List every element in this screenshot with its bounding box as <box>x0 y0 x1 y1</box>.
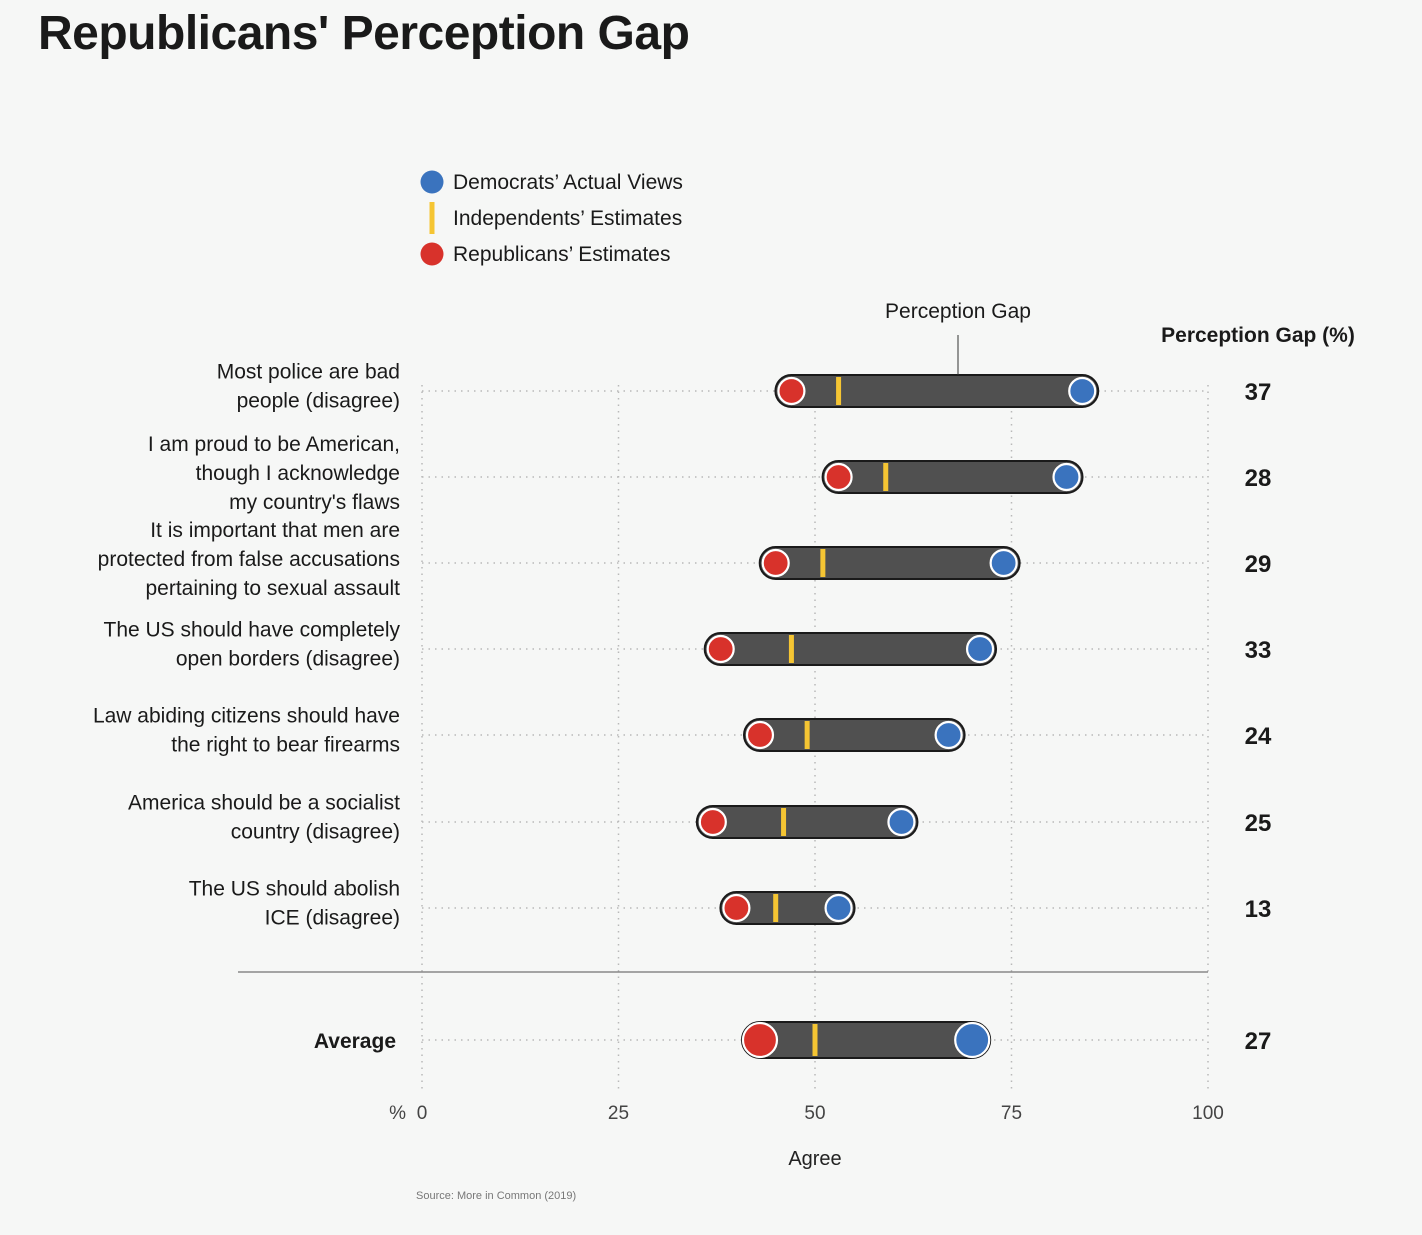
x-tick-label: 50 <box>804 1103 825 1124</box>
democrats-dot <box>1052 462 1081 492</box>
row-4: Law abiding citizens should have the righ… <box>93 705 1272 757</box>
average-row: Average 27 <box>314 1021 1272 1059</box>
row-label-line: Law abiding citizens should have <box>93 705 400 728</box>
gap-value: 24 <box>1245 723 1272 750</box>
row-label-line: pertaining to sexual assault <box>146 577 401 600</box>
republicans-dot <box>761 548 790 578</box>
republicans-dot <box>824 462 853 492</box>
legend-label-0: Democrats’ Actual Views <box>453 171 683 194</box>
legend-label-1: Independents’ Estimates <box>453 207 682 230</box>
democrats-dot <box>1068 376 1097 406</box>
row-label-line: Most police are bad <box>217 361 400 384</box>
gap-bar <box>695 805 919 839</box>
gap-value: 33 <box>1245 637 1272 664</box>
gap-value: 37 <box>1245 379 1272 406</box>
row-5: America should be a socialist country (di… <box>128 792 1271 844</box>
republicans-dot <box>745 720 775 750</box>
gap-value: 25 <box>1245 810 1272 837</box>
row-label-line: I am proud to be American, <box>148 433 400 456</box>
x-tick-label: 100 <box>1192 1103 1224 1124</box>
gap-bar <box>758 546 1021 580</box>
democrats-dot <box>887 807 916 837</box>
x-tick-label: 75 <box>1001 1103 1022 1124</box>
gap-bar <box>740 1021 992 1059</box>
row-label-line: ICE (disagree) <box>265 907 400 930</box>
gap-bar <box>703 632 998 666</box>
chart-title: Republicans' Perception Gap <box>38 7 690 60</box>
row-3: The US should have completely open border… <box>104 619 1272 671</box>
row-label-line: people (disagree) <box>237 390 400 413</box>
gap-value: 13 <box>1245 896 1272 923</box>
row-label-line: protected from false accusations <box>98 548 400 571</box>
row-label-line: The US should abolish <box>189 878 400 901</box>
row-2: It is important that men are protected fr… <box>98 519 1272 600</box>
democrats-dot <box>954 1021 991 1059</box>
row-label-line: though I acknowledge <box>196 462 400 485</box>
x-unit-label: % <box>389 1103 406 1124</box>
row-6: The US should abolish ICE (disagree) 13 <box>189 878 1272 930</box>
republicans-dot <box>706 634 735 664</box>
x-tick-label: 0 <box>417 1103 428 1124</box>
source-note: Source: More in Common (2019) <box>416 1190 576 1202</box>
gap-bar <box>774 374 1100 408</box>
legend-marker-0 <box>420 170 444 194</box>
democrats-dot <box>824 893 853 923</box>
perception-gap-header: Perception Gap (%) <box>1161 324 1355 347</box>
row-0: Most police are bad people (disagree) 37 <box>217 361 1272 413</box>
democrats-dot <box>989 548 1018 578</box>
row-label-line: country (disagree) <box>231 821 400 844</box>
gap-bar <box>821 460 1084 494</box>
democrats-dot <box>934 720 963 750</box>
x-axis-title: Agree <box>788 1148 841 1170</box>
row-1: I am proud to be American, though I ackno… <box>148 433 1271 514</box>
gap-value: 28 <box>1245 465 1272 492</box>
republicans-dot <box>741 1021 779 1059</box>
average-label: Average <box>314 1030 396 1053</box>
gap-value: 29 <box>1245 551 1272 578</box>
republicans-dot <box>722 893 751 923</box>
gap-bar <box>719 891 856 925</box>
row-label-line: America should be a socialist <box>128 792 400 815</box>
democrats-dot <box>965 634 995 664</box>
gap-bar <box>742 718 966 752</box>
legend-marker-2 <box>420 242 444 266</box>
row-label-line: The US should have completely <box>104 619 401 642</box>
x-tick-label: 25 <box>608 1103 629 1124</box>
republicans-dot <box>698 807 727 837</box>
row-label-line: It is important that men are <box>150 519 400 542</box>
row-label-line: the right to bear firearms <box>171 734 400 757</box>
row-label-line: my country's flaws <box>229 491 400 514</box>
row-label-line: open borders (disagree) <box>176 648 400 671</box>
republicans-dot <box>777 376 806 406</box>
gap-value: 27 <box>1245 1028 1272 1055</box>
legend-label-2: Republicans’ Estimates <box>453 243 671 266</box>
perception-gap-annotation: Perception Gap <box>885 300 1031 323</box>
